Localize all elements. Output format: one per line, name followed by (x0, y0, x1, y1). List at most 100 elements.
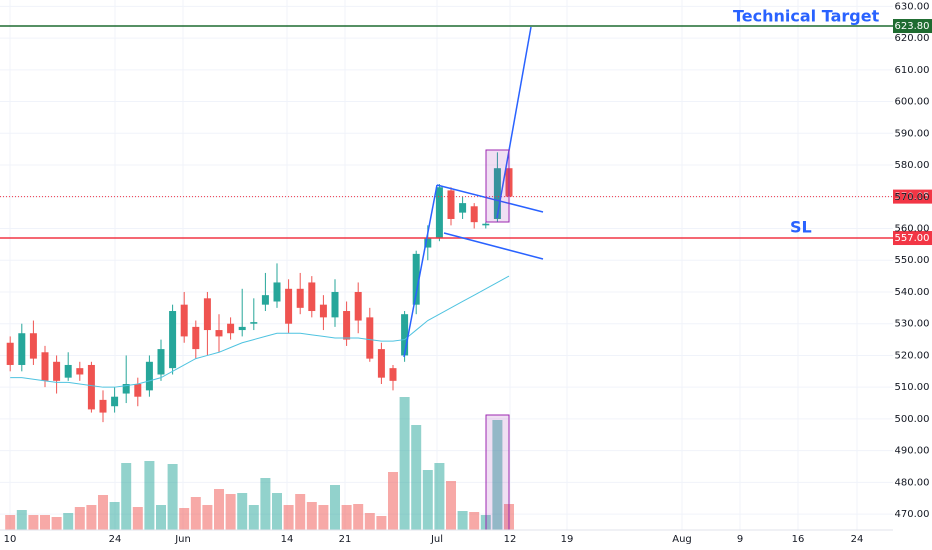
volume-bar (214, 489, 224, 530)
candle-body (29, 333, 37, 359)
moving-average (10, 275, 510, 388)
candle-body (482, 223, 490, 226)
volume-bar (98, 495, 108, 530)
candle-body (53, 361, 61, 381)
volume-bar (272, 493, 282, 530)
volume-bar (248, 505, 259, 530)
volume-pane (5, 397, 514, 530)
candle-body (366, 317, 374, 359)
flag-lower-line (443, 232, 544, 260)
volume-bar (121, 463, 132, 530)
flag-upper-line (436, 184, 544, 213)
volume-bar (457, 511, 468, 530)
candle-body (122, 384, 130, 394)
candle-body (493, 168, 501, 219)
candle-body (331, 291, 339, 318)
volume-bar (5, 515, 16, 530)
x-tick-label: 10 (4, 534, 17, 545)
candle-body (145, 361, 153, 391)
candle-body (319, 304, 327, 318)
last-price-label: 570.05 (895, 192, 930, 203)
candles (6, 152, 513, 423)
candle-body (412, 253, 420, 305)
y-tick-label: 530.00 (895, 319, 930, 330)
candle-body (285, 288, 293, 324)
volume-bar (179, 508, 190, 530)
candle-body (192, 326, 200, 350)
annotation: SL (790, 218, 812, 237)
volume-bar (422, 470, 433, 530)
volume-bar (364, 513, 375, 530)
volume-bar (86, 505, 97, 530)
y-tick-label: 540.00 (895, 287, 930, 298)
level-label: 623.80 (895, 21, 930, 32)
x-tick-label: 24 (851, 534, 864, 545)
candle-body (18, 333, 26, 365)
volume-bar (74, 507, 85, 530)
volume-bar (202, 505, 213, 530)
target-line (496, 26, 532, 219)
y-tick-label: 510.00 (895, 382, 930, 393)
candle-body (41, 352, 49, 381)
volume-bar (376, 516, 387, 530)
volume-bar (306, 502, 317, 530)
volume-bar (295, 494, 306, 530)
x-tick-label: 14 (281, 534, 294, 545)
y-tick-label: 470.00 (895, 509, 930, 520)
volume-bar (399, 397, 410, 530)
volume-bar (109, 502, 120, 530)
volume-bar (434, 463, 445, 530)
axes: 470.00 480.00 490.00 500.00 510.00 520.00 530.… (4, 1, 930, 545)
candle-body (250, 322, 258, 324)
candle-body (227, 323, 235, 334)
flag-pole (403, 184, 438, 358)
candle-body (308, 282, 316, 312)
y-tick-label: 560.00 (895, 224, 930, 235)
y-tick-label: 570.00 (895, 192, 930, 203)
y-tick-label: 590.00 (895, 128, 930, 139)
highlight-box (485, 149, 510, 223)
volume-bar (388, 472, 398, 530)
candle-body (401, 314, 409, 356)
level-label: 557.00 (895, 233, 930, 244)
candle-body (273, 282, 281, 302)
volume-bar (51, 517, 62, 530)
x-tick-label: 16 (792, 534, 805, 545)
candle-body (134, 384, 142, 397)
y-tick-label: 500.00 (895, 414, 930, 425)
volume-bar (341, 505, 352, 530)
candle-body (215, 330, 223, 337)
x-tick-label: Aug (672, 534, 692, 545)
candle-body (296, 288, 304, 308)
y-tick-label: 620.00 (895, 33, 930, 44)
volume-bar (16, 510, 27, 530)
y-tick-label: 480.00 (895, 477, 930, 488)
levels: 623.80 557.00 570.05 (0, 19, 932, 246)
x-tick-label: 19 (561, 534, 574, 545)
candle-body (99, 399, 107, 413)
volume-bar (318, 505, 329, 530)
volume-bar (492, 420, 503, 530)
candle-body (169, 311, 177, 369)
candle-body (111, 396, 119, 407)
candle-body (180, 304, 188, 337)
candle-body (435, 187, 443, 239)
candle-body (157, 349, 165, 375)
candle-body (377, 349, 385, 378)
y-tick-label: 610.00 (895, 65, 930, 76)
volume-bar (225, 494, 236, 530)
candle-body (64, 364, 72, 378)
candle-body (6, 342, 14, 365)
x-tick-label: 12 (504, 534, 517, 545)
x-tick-label: Jul (430, 534, 443, 545)
candle-body (424, 238, 432, 248)
candle-body (389, 368, 397, 381)
volume-bar (411, 425, 422, 530)
candle-body (261, 295, 269, 305)
x-tick-label: 24 (109, 534, 122, 545)
y-tick-label: 490.00 (895, 446, 930, 457)
volume-bar (330, 485, 340, 530)
volume-bar (40, 515, 50, 530)
y-tick-label: 600.00 (895, 97, 930, 108)
candle-body (447, 190, 455, 219)
